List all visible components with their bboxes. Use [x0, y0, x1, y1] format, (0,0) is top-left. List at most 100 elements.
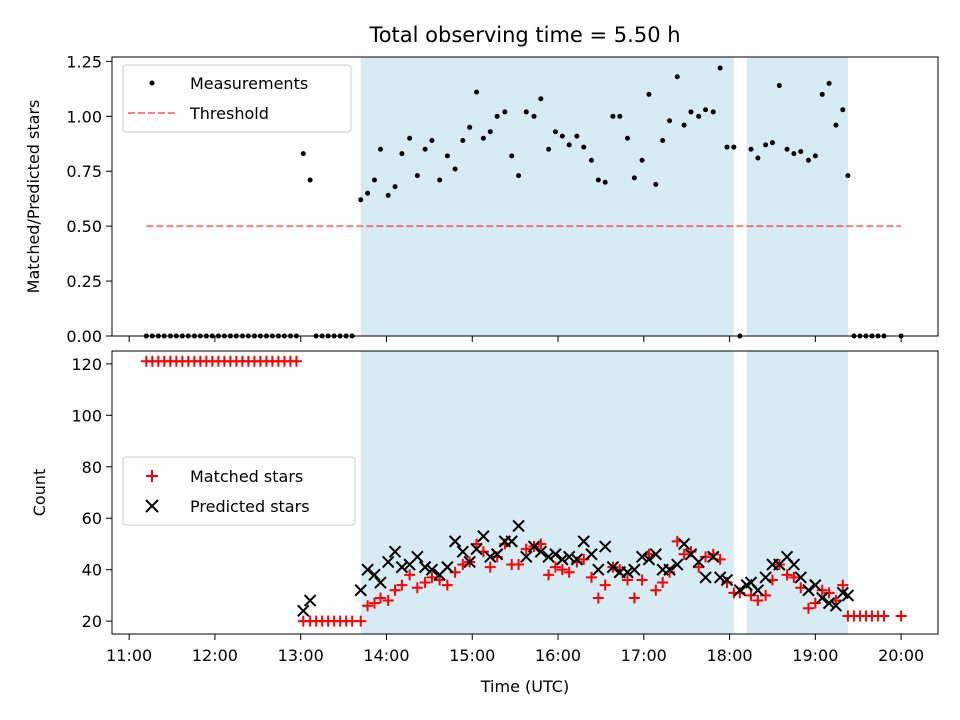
- predicted-star-point: [570, 553, 584, 566]
- legend-measurements-label: Measurements: [190, 74, 308, 93]
- measurement-point: [776, 83, 782, 89]
- top-shaded-intervals: [360, 57, 848, 336]
- predicted-star-point: [677, 537, 691, 551]
- matched-star-point: [549, 561, 561, 573]
- measurement-point: [566, 142, 572, 148]
- top-y-ticks: 0.00 0.25 0.50 0.75 1.00 1.25: [66, 52, 112, 346]
- predicted-star-point: [794, 571, 807, 584]
- measurement-point: [784, 146, 790, 152]
- x-tick-label: 13:00: [278, 646, 324, 665]
- x-tick-label: 11:00: [106, 646, 152, 665]
- predicted-star-point: [713, 571, 727, 584]
- predicted-star-point: [456, 545, 470, 558]
- predicted-star-point: [663, 563, 676, 576]
- matched-star-point: [878, 610, 890, 622]
- measurement-point: [717, 65, 723, 71]
- predicted-star-point: [707, 550, 720, 564]
- measurement-point: [763, 142, 769, 148]
- measurement-point: [494, 113, 500, 119]
- predicted-star-point: [592, 563, 605, 576]
- predicted-star-point: [556, 553, 569, 566]
- y-tick-label: 20: [82, 612, 102, 631]
- measurement-point: [674, 74, 680, 80]
- legend-threshold-label: Threshold: [189, 104, 269, 123]
- matched-star-point: [374, 592, 386, 604]
- measurement-point: [798, 148, 804, 154]
- x-tick-label: 14:00: [363, 646, 409, 665]
- matched-star-point: [781, 569, 793, 581]
- measurement-point: [812, 153, 818, 159]
- matched-star-point: [362, 600, 374, 612]
- matched-star-point: [441, 579, 453, 591]
- measurement-point: [660, 137, 666, 143]
- legend-measurements-marker: [149, 80, 155, 86]
- measurement-point: [392, 184, 398, 190]
- matched-star-point: [636, 574, 648, 586]
- measurement-point: [422, 146, 428, 152]
- predicted-star-point: [802, 584, 815, 597]
- matched-star-point: [543, 569, 555, 581]
- matched-star-point: [592, 592, 604, 604]
- predicted-star-point: [418, 560, 432, 574]
- predicted-star-point: [542, 550, 555, 564]
- measurement-point: [516, 173, 522, 179]
- matched-star-point: [471, 538, 483, 550]
- predicted-star-point: [512, 519, 525, 533]
- matched-star-point: [520, 543, 532, 555]
- measurement-point: [502, 109, 508, 115]
- predicted-star-point: [490, 548, 504, 561]
- top-panel: 0.00 0.25 0.50 0.75 1.00 1.25 Matched/Predict…: [24, 52, 939, 346]
- predicted-star-point: [671, 558, 684, 571]
- measurement-point: [646, 91, 652, 97]
- measurement-point: [307, 177, 313, 183]
- matched-star-point: [404, 569, 416, 581]
- measurement-point: [581, 144, 587, 150]
- predicted-star-point: [470, 542, 483, 556]
- measurement-point: [509, 153, 515, 159]
- x-tick-label: 12:00: [192, 646, 238, 665]
- measurement-point: [399, 151, 405, 157]
- measurement-point: [371, 177, 377, 183]
- predicted-star-point: [822, 596, 836, 610]
- matched-star-point: [556, 564, 568, 576]
- measurement-point: [460, 137, 466, 143]
- predicted-star-point: [388, 545, 402, 558]
- y-tick-label: 100: [71, 406, 102, 425]
- predicted-star-point: [381, 555, 395, 569]
- measurement-point: [574, 133, 580, 139]
- legend-matched-label: Matched stars: [190, 467, 303, 486]
- predicted-star-point: [585, 548, 598, 561]
- matched-star-point: [788, 571, 800, 583]
- predicted-star-point: [606, 560, 620, 574]
- matched-star-point: [389, 584, 401, 596]
- shaded-interval-0: [360, 351, 734, 634]
- x-tick-label: 19:00: [792, 646, 838, 665]
- measurement-point: [444, 153, 450, 159]
- top-legend-box: [122, 64, 352, 133]
- bottom-axes-frame: [111, 350, 939, 635]
- measurement-point: [845, 173, 851, 179]
- predicted-star-point: [720, 573, 734, 587]
- measurement-point: [826, 80, 832, 86]
- y-tick-label: 1.25: [66, 52, 102, 71]
- measurement-point: [559, 133, 565, 139]
- predicted-star-point: [692, 555, 705, 569]
- predicted-star-point: [297, 604, 310, 618]
- matched-star-point: [816, 584, 828, 596]
- measurement-point: [653, 181, 659, 187]
- measurement-point: [487, 129, 493, 135]
- predicted-star-point: [751, 584, 765, 597]
- predicted-star-point: [699, 571, 712, 584]
- predicted-star-point: [448, 535, 462, 548]
- measurement-point: [377, 146, 383, 152]
- matched-star-point: [484, 561, 496, 573]
- bottom-legend: Matched stars Predicted stars: [122, 456, 356, 526]
- y-tick-label: 0.50: [66, 217, 102, 236]
- measurement-point: [624, 135, 630, 141]
- measurement-point: [667, 118, 673, 124]
- measurement-point: [538, 96, 544, 102]
- bottom-legend-box: [122, 456, 356, 526]
- top-y-axis-label: Matched/Predicted stars: [24, 100, 43, 294]
- legend-matched-marker: [146, 470, 158, 482]
- matched-star-point: [621, 574, 633, 586]
